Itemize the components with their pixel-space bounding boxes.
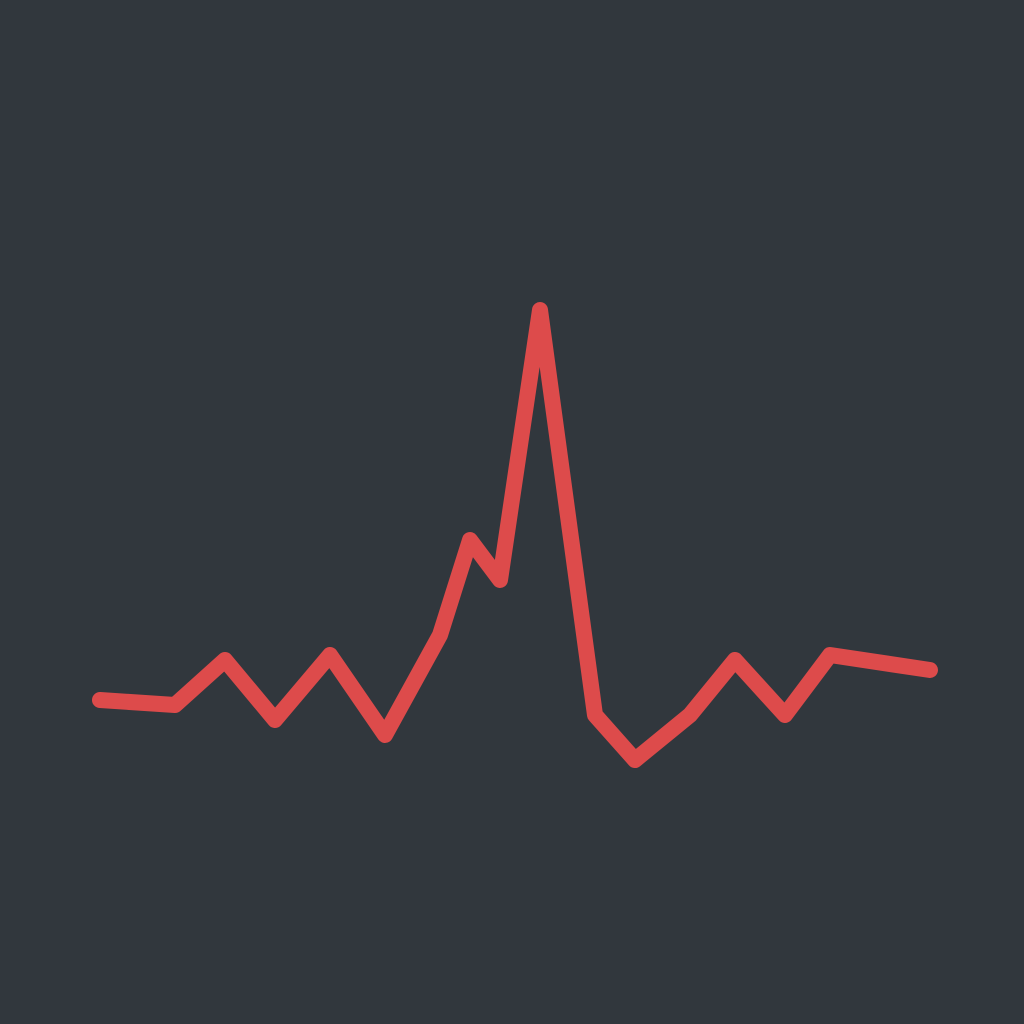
chart-line	[100, 310, 930, 760]
line-chart	[0, 0, 1024, 1024]
chart-container	[0, 0, 1024, 1024]
